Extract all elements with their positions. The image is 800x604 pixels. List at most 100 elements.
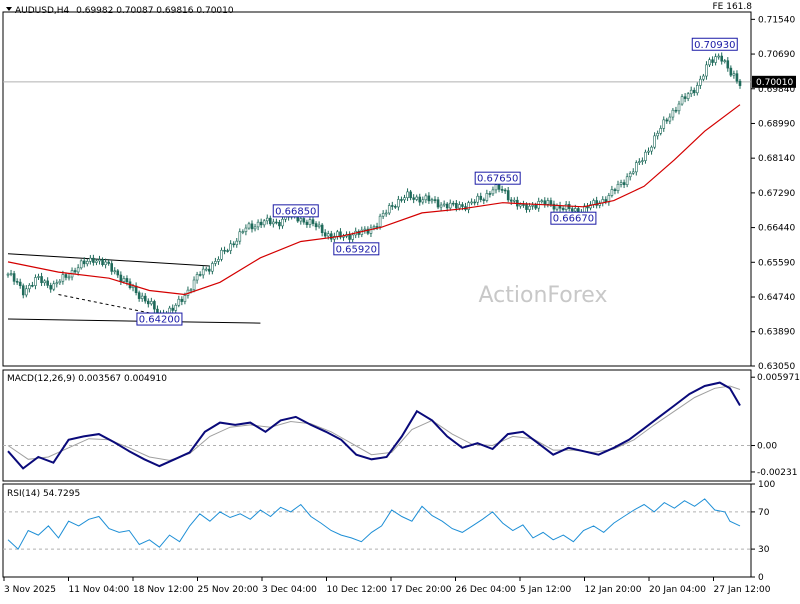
candle-body [244, 227, 248, 232]
candle-body [177, 298, 181, 306]
candle-body [183, 295, 187, 302]
candle-body [732, 73, 736, 76]
dropdown-triangle-icon[interactable] [6, 7, 12, 11]
candle-body [24, 288, 28, 296]
candle-body [573, 208, 577, 212]
candle-body [415, 196, 419, 200]
candle-body [220, 249, 223, 260]
candle-body [262, 220, 266, 226]
candle-body [171, 307, 174, 311]
candle-body [543, 200, 547, 205]
candle-body [323, 232, 327, 237]
candle-body [653, 135, 656, 148]
candle-body [329, 233, 333, 240]
candle-body [726, 60, 730, 69]
macd-title: MACD(12,26,9) 0.003567 0.004910 [7, 374, 167, 384]
candle-body [314, 223, 318, 228]
candle-body [12, 273, 16, 282]
candle-body [509, 199, 513, 202]
candle-body [375, 226, 379, 228]
candle-body [119, 274, 123, 282]
moving-average [7, 104, 741, 296]
indicator-lines [7, 381, 741, 550]
candle-body [107, 261, 110, 264]
candle-body [302, 218, 306, 223]
annotation-label: 0.64200 [139, 315, 180, 326]
candle-body [668, 116, 672, 122]
candle-body [232, 243, 235, 246]
candle-body [506, 190, 510, 201]
candle-body [174, 304, 178, 311]
candle-body [665, 119, 669, 122]
candle-body [735, 73, 739, 82]
x-tick-label: 18 Nov 12:00 [133, 585, 194, 595]
candle-body [278, 221, 281, 227]
candle-body [445, 203, 449, 209]
candle-body [326, 233, 330, 237]
annotation-box [474, 171, 521, 185]
candle-body [268, 217, 272, 225]
candle-body [208, 268, 211, 272]
candle-body [528, 205, 531, 210]
candle-body [308, 219, 312, 225]
candle-body [500, 189, 504, 191]
candle-body [671, 109, 675, 118]
candle-body [381, 213, 385, 217]
candle-body [570, 208, 574, 212]
candle-body [485, 193, 489, 201]
candle-body [198, 274, 202, 276]
candle-body [336, 231, 339, 237]
candle-body [497, 184, 501, 190]
watermark: ActionForex [479, 283, 608, 308]
price-tick-label: 0.70690 [758, 50, 795, 60]
candle-body [101, 259, 104, 265]
price-panel [2, 11, 752, 367]
candle-body [223, 249, 226, 252]
candle-body [525, 204, 528, 210]
candle-body [305, 221, 309, 225]
annotation-label: 0.66670 [553, 214, 594, 225]
candle-body [247, 223, 251, 229]
candle-body [400, 199, 403, 201]
candle-body [448, 202, 452, 209]
candle-body [394, 205, 397, 208]
candle-body [589, 204, 592, 209]
candle-body [695, 85, 699, 94]
candle-body [436, 199, 440, 208]
candle-body [473, 201, 476, 204]
x-tick-label: 20 Jan 04:00 [649, 585, 706, 595]
candle-body [403, 197, 406, 201]
candle-body [619, 182, 623, 185]
candle-body [409, 191, 412, 199]
candle-body [147, 300, 150, 305]
candle-body [140, 295, 144, 299]
current-price-box [752, 75, 796, 88]
annotation-box [136, 312, 183, 326]
candle-body [299, 218, 303, 222]
candle-body [281, 218, 284, 227]
candle-body [540, 200, 544, 203]
candle-body [363, 228, 367, 231]
candle-body [595, 200, 598, 206]
candle-body [76, 267, 80, 273]
candle-body [479, 195, 483, 200]
candle-body [451, 202, 455, 205]
candle-body [677, 103, 681, 112]
rsi-tick-label: 0 [758, 573, 764, 583]
candle-body [628, 172, 632, 178]
candle-body [116, 270, 120, 276]
x-tick-label: 17 Dec 20:00 [391, 585, 452, 595]
candle-body [625, 176, 629, 186]
candle-body [113, 270, 117, 273]
symbol-label: AUDUSD,H4 [15, 6, 70, 16]
candle-body [650, 146, 653, 152]
price-tick-label: 0.67290 [758, 189, 795, 199]
candle-body [317, 224, 321, 228]
reference-lines [3, 81, 751, 550]
candle-body [55, 282, 59, 285]
candle-body [204, 268, 208, 271]
axis-labels: 0.71540 0.70690 0.69840 0.68990 0.68140 0.672… [3, 15, 800, 595]
x-tick-label: 11 Nov 04:00 [69, 585, 130, 595]
current-price-label: 0.70010 [756, 78, 793, 88]
candle-body [711, 59, 714, 63]
